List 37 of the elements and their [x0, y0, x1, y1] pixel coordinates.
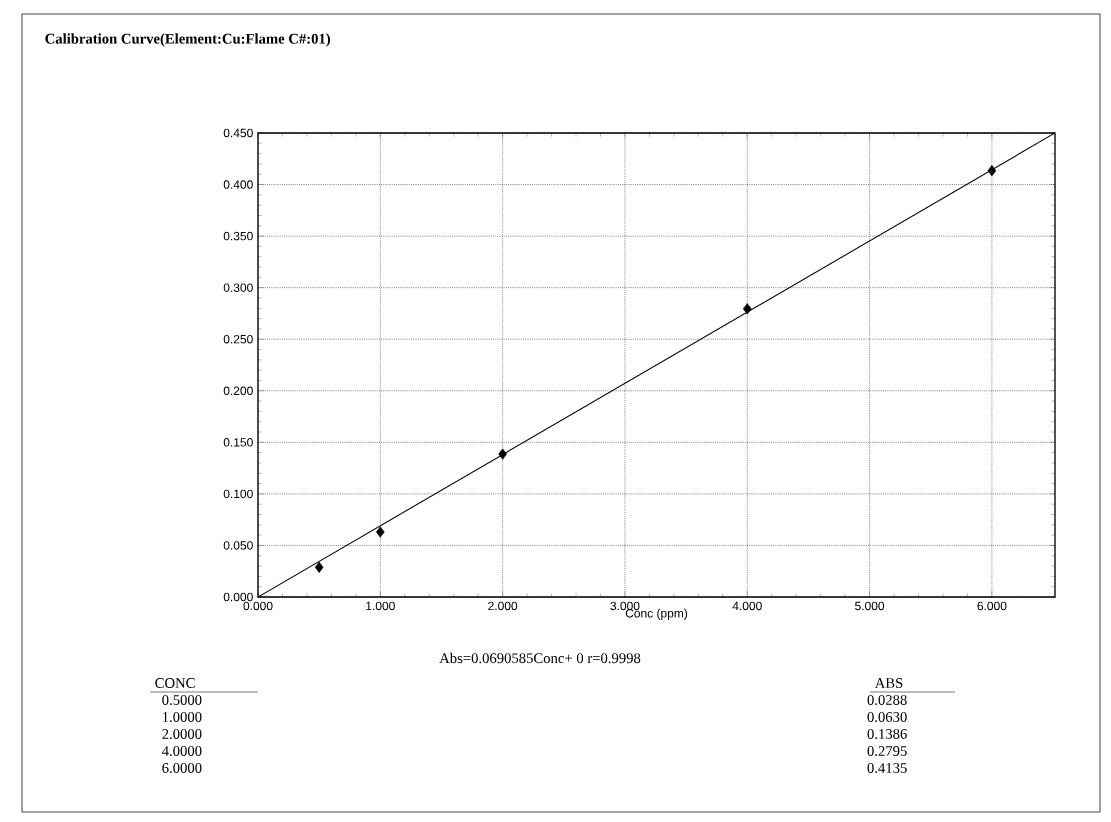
- y-tick-label: 0.250: [223, 334, 253, 344]
- y-tick-label: 0.200: [223, 386, 253, 396]
- point: [742, 303, 752, 315]
- text: 0.1386: [867, 729, 907, 739]
- chart-title: Calibration Curve(Element:Cu:Flame C#:01): [45, 33, 331, 47]
- text: 0.5000: [162, 695, 202, 705]
- y-tick-label: 0.000: [223, 592, 253, 602]
- y-tick-label: 0.150: [223, 438, 253, 447]
- point: [376, 526, 385, 538]
- x-tick-label: 0.000: [243, 601, 273, 611]
- y-tick-label: 0.050: [223, 541, 253, 550]
- x-tick-label: 4.000: [732, 601, 762, 611]
- x-axis-title: Conc (ppm): [625, 608, 688, 620]
- point: [987, 165, 997, 177]
- x-tick-label: 3.000: [610, 601, 640, 611]
- y-tick-label: 0.400: [223, 180, 253, 189]
- x-tick-label: 6.000: [977, 601, 1007, 611]
- text: 0.0288: [867, 695, 907, 705]
- y-tick-label: 0.450: [223, 128, 253, 138]
- text: 0.0630: [867, 712, 907, 722]
- point: [498, 448, 507, 460]
- text: Abs=0.0690585Conc+ 0 r=0.9998: [439, 652, 641, 664]
- y-tick-label: 0.300: [223, 283, 253, 292]
- y-tick-label: 0.100: [223, 489, 253, 499]
- text: CONC: [155, 678, 195, 688]
- text: ABS: [874, 678, 903, 688]
- text: 6.0000: [162, 763, 202, 773]
- text: 4.0000: [162, 746, 202, 756]
- text: 0.4135: [867, 763, 907, 773]
- text: 2.0000: [162, 729, 202, 739]
- text: 1.0000: [163, 712, 202, 722]
- y-tick-label: 0.350: [223, 231, 253, 241]
- x-tick-label: 5.000: [855, 601, 885, 611]
- point: [314, 561, 324, 573]
- text: 0.2795: [867, 746, 907, 756]
- x-tick-label: 2.000: [488, 601, 518, 611]
- x-tick-label: 1.000: [366, 601, 395, 611]
